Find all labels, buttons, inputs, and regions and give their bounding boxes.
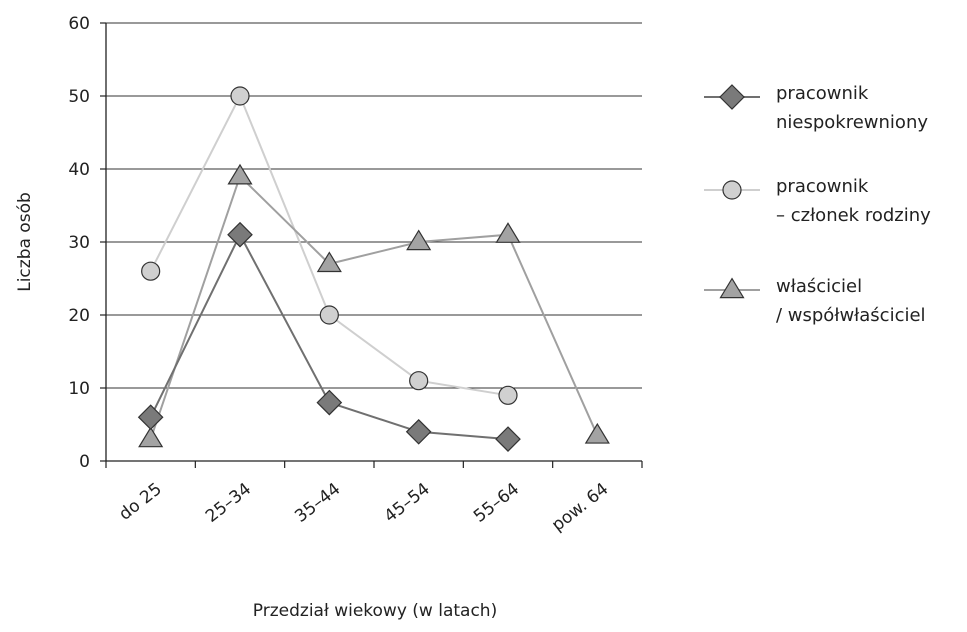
legend: pracownik niespokrewniony pracownik – człon… xyxy=(704,83,931,326)
legend-label: pracownik xyxy=(776,176,869,197)
x-tick-label: 25–34 xyxy=(202,479,255,527)
x-tick-label: pow. 64 xyxy=(548,479,612,535)
data-point-triangle xyxy=(584,422,610,444)
data-point-circle xyxy=(498,385,518,405)
data-point-circle xyxy=(409,371,429,391)
data-point-circle xyxy=(230,86,250,106)
data-point-triangle xyxy=(138,426,164,448)
x-tick-label: 35–44 xyxy=(291,479,344,527)
data-point-triangle xyxy=(406,229,432,251)
legend-label: niespokrewniony xyxy=(776,112,928,133)
data-point-triangle xyxy=(227,163,253,185)
y-tick-label: 40 xyxy=(68,160,90,180)
x-tick-label: 45–54 xyxy=(381,479,434,527)
y-tick-labels: 0 10 20 30 40 50 60 xyxy=(68,14,90,472)
y-tick-label: 20 xyxy=(68,306,90,326)
data-point-diamond xyxy=(227,221,253,248)
legend-label: właściciel xyxy=(776,276,862,297)
legend-marker-circle xyxy=(722,180,742,200)
series-markers xyxy=(137,86,610,452)
x-tick-label: 55–64 xyxy=(470,479,523,527)
legend-marker-triangle xyxy=(719,277,745,299)
data-point-diamond xyxy=(316,389,343,416)
series-line-triangle xyxy=(149,174,599,440)
legend-label: – członek rodziny xyxy=(776,205,931,226)
y-tick-label: 30 xyxy=(68,233,90,253)
data-point-diamond xyxy=(405,418,432,445)
x-tick-labels: do 25 25–34 35–44 45–54 55–64 pow. 64 xyxy=(115,479,612,535)
data-point-triangle xyxy=(495,222,521,243)
series-line-circle xyxy=(149,93,509,397)
y-axis-title: Liczba osób xyxy=(15,192,35,292)
legend-label: / współwłaściciel xyxy=(776,305,926,326)
data-point-circle xyxy=(319,305,339,325)
data-point-diamond xyxy=(137,404,164,431)
grid-lines xyxy=(106,22,642,389)
x-axis-title: Przedział wiekowy (w latach) xyxy=(253,601,497,621)
y-tick-label: 0 xyxy=(79,452,90,472)
y-tick-label: 50 xyxy=(68,87,90,107)
data-point-circle xyxy=(141,261,161,281)
y-tick-label: 10 xyxy=(68,379,90,399)
data-point-diamond xyxy=(495,426,521,452)
y-tick-label: 60 xyxy=(68,14,90,34)
axes xyxy=(100,22,643,468)
legend-marker-diamond xyxy=(719,84,745,110)
legend-label: pracownik xyxy=(776,83,869,104)
data-point-triangle xyxy=(316,251,342,273)
x-tick-label: do 25 xyxy=(115,479,165,524)
